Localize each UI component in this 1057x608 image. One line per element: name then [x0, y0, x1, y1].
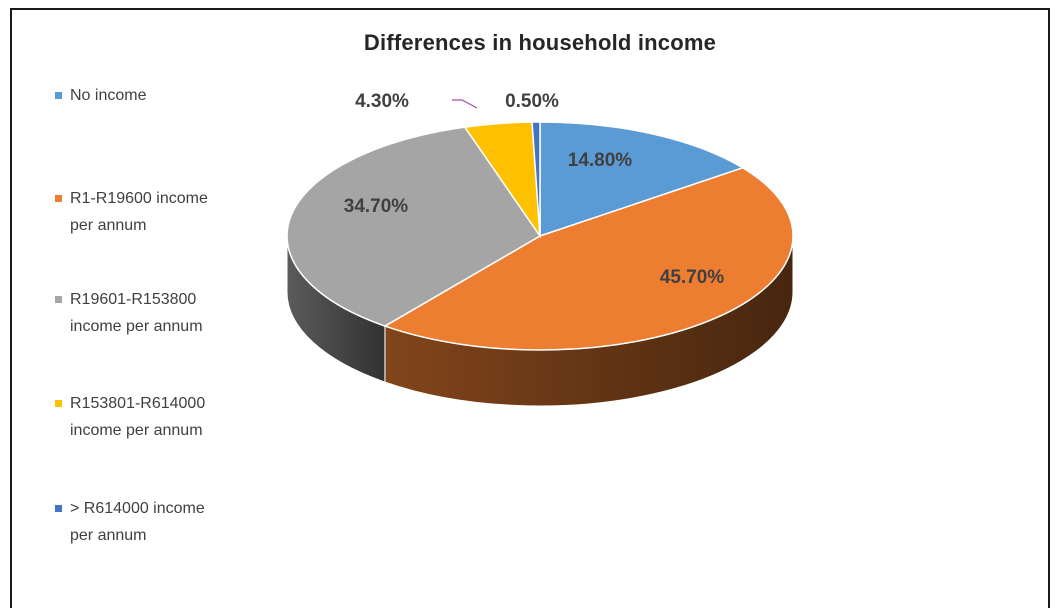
legend-label: No income — [70, 87, 147, 104]
pie-data-label: 4.30% — [355, 91, 409, 112]
pie-data-label: 34.70% — [344, 196, 409, 217]
pie-data-label: 14.80% — [568, 150, 633, 171]
pie-slice — [539, 121, 745, 238]
pie-data-label: 45.70% — [660, 267, 725, 288]
pie-slice — [383, 167, 794, 351]
leader-line — [452, 99, 478, 109]
pie-slice — [286, 126, 542, 327]
pie-labels: 14.80% 45.70% 34.70% 4.30% 0.50% — [344, 91, 725, 288]
legend-swatch — [55, 195, 62, 202]
legend-item: No income — [55, 82, 295, 109]
legend-label: R1-R19600 income per annum — [70, 190, 208, 234]
pie-slices — [286, 121, 794, 351]
legend-swatch — [55, 296, 62, 303]
legend-item: R153801-R614000 income per annum — [55, 390, 295, 444]
legend-label: R153801-R614000 income per annum — [70, 395, 206, 439]
legend-swatch — [55, 505, 62, 512]
legend-label: > R614000 income per annum — [70, 500, 205, 544]
legend-label: R19601-R153800 income per annum — [70, 291, 203, 335]
legend-swatch — [55, 92, 62, 99]
pie-data-label: 0.50% — [505, 91, 559, 112]
legend-item: > R614000 income per annum — [55, 495, 295, 549]
legend-item: R19601-R153800 income per annum — [55, 286, 295, 340]
chart-title: Differences in household income — [363, 30, 717, 55]
legend-swatch — [55, 400, 62, 407]
pie-slice — [531, 121, 541, 237]
legend-item: R1-R19600 income per annum — [55, 185, 295, 239]
